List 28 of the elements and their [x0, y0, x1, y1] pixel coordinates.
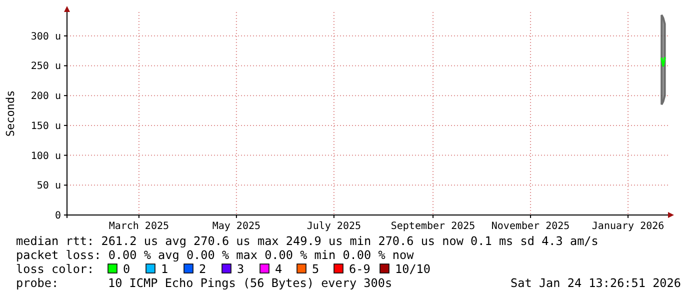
- text: median rtt: 261.2 us avg 270.6 us max 249.9 us min 270.6 us now 0.1 ms sd 4.3 am/s: [16, 234, 598, 248]
- text: 10 ICMP Echo Pings (56 Bytes) every 300s: [108, 276, 392, 290]
- text: 2: [199, 262, 206, 276]
- text: 5: [312, 262, 320, 276]
- y-tick-label: 0: [54, 210, 61, 222]
- x-tick-label: January 2026: [592, 221, 664, 232]
- x-tick-label: May 2025: [212, 221, 261, 232]
- text: probe:: [16, 276, 59, 290]
- y-tick-label: 300 u: [30, 31, 61, 42]
- x-tick-label: July 2025: [306, 221, 362, 232]
- text: 6-9: [349, 262, 370, 276]
- text: loss color:: [16, 262, 94, 276]
- x-tick-label: September 2025: [390, 221, 476, 232]
- y-tick-label: 150 u: [30, 120, 61, 132]
- text: 0: [123, 262, 130, 276]
- text: Sat Jan 24 13:26:51 2026: [510, 276, 681, 290]
- y-axis-title: Seconds: [4, 90, 17, 137]
- text: 1: [161, 262, 168, 276]
- text: packet loss: 0.00 % avg 0.00 % max 0.00 % min 0.00 % now: [16, 248, 415, 262]
- y-tick-label: 200 u: [30, 91, 61, 102]
- text: 3: [237, 262, 244, 276]
- y-tick-label: 50 u: [36, 180, 61, 192]
- y-tick-label: 100 u: [30, 150, 61, 162]
- text: 4: [275, 262, 282, 276]
- x-tick-label: November 2025: [491, 221, 570, 232]
- text: 10/10: [395, 262, 431, 276]
- x-tick-label: March 2025: [108, 221, 170, 232]
- y-tick-label: 250 u: [30, 61, 61, 72]
